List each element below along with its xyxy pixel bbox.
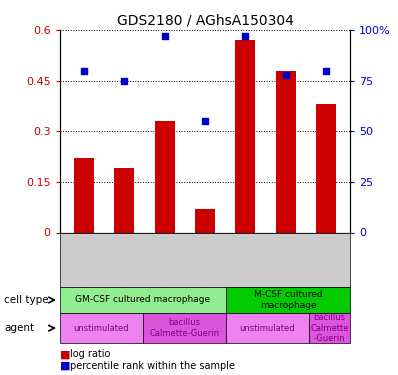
Title: GDS2180 / AGhsA150304: GDS2180 / AGhsA150304 bbox=[117, 13, 293, 27]
Point bbox=[242, 33, 248, 39]
Bar bbox=[114, 168, 135, 232]
Text: ■: ■ bbox=[60, 361, 70, 370]
Text: ■: ■ bbox=[60, 350, 70, 359]
Point bbox=[162, 33, 168, 39]
Text: unstimulated: unstimulated bbox=[240, 324, 295, 333]
Text: agent: agent bbox=[4, 323, 34, 333]
Text: percentile rank within the sample: percentile rank within the sample bbox=[70, 361, 235, 370]
Bar bbox=[195, 209, 215, 232]
Text: cell type: cell type bbox=[4, 295, 49, 305]
Point bbox=[283, 72, 289, 78]
Bar bbox=[154, 121, 175, 232]
Bar bbox=[235, 40, 256, 232]
Text: log ratio: log ratio bbox=[70, 350, 110, 359]
Point bbox=[121, 78, 127, 84]
Text: M-CSF cultured
macrophage: M-CSF cultured macrophage bbox=[254, 290, 322, 310]
Point bbox=[81, 68, 87, 74]
Point bbox=[323, 68, 329, 74]
Text: bacillus
Calmette
-Guerin: bacillus Calmette -Guerin bbox=[310, 313, 349, 343]
Text: GM-CSF cultured macrophage: GM-CSF cultured macrophage bbox=[75, 296, 210, 304]
Bar bbox=[275, 70, 296, 232]
Text: bacillus
Calmette-Guerin: bacillus Calmette-Guerin bbox=[149, 318, 219, 338]
Point bbox=[202, 118, 208, 124]
Text: unstimulated: unstimulated bbox=[73, 324, 129, 333]
Bar bbox=[316, 104, 336, 232]
Bar bbox=[74, 158, 94, 232]
